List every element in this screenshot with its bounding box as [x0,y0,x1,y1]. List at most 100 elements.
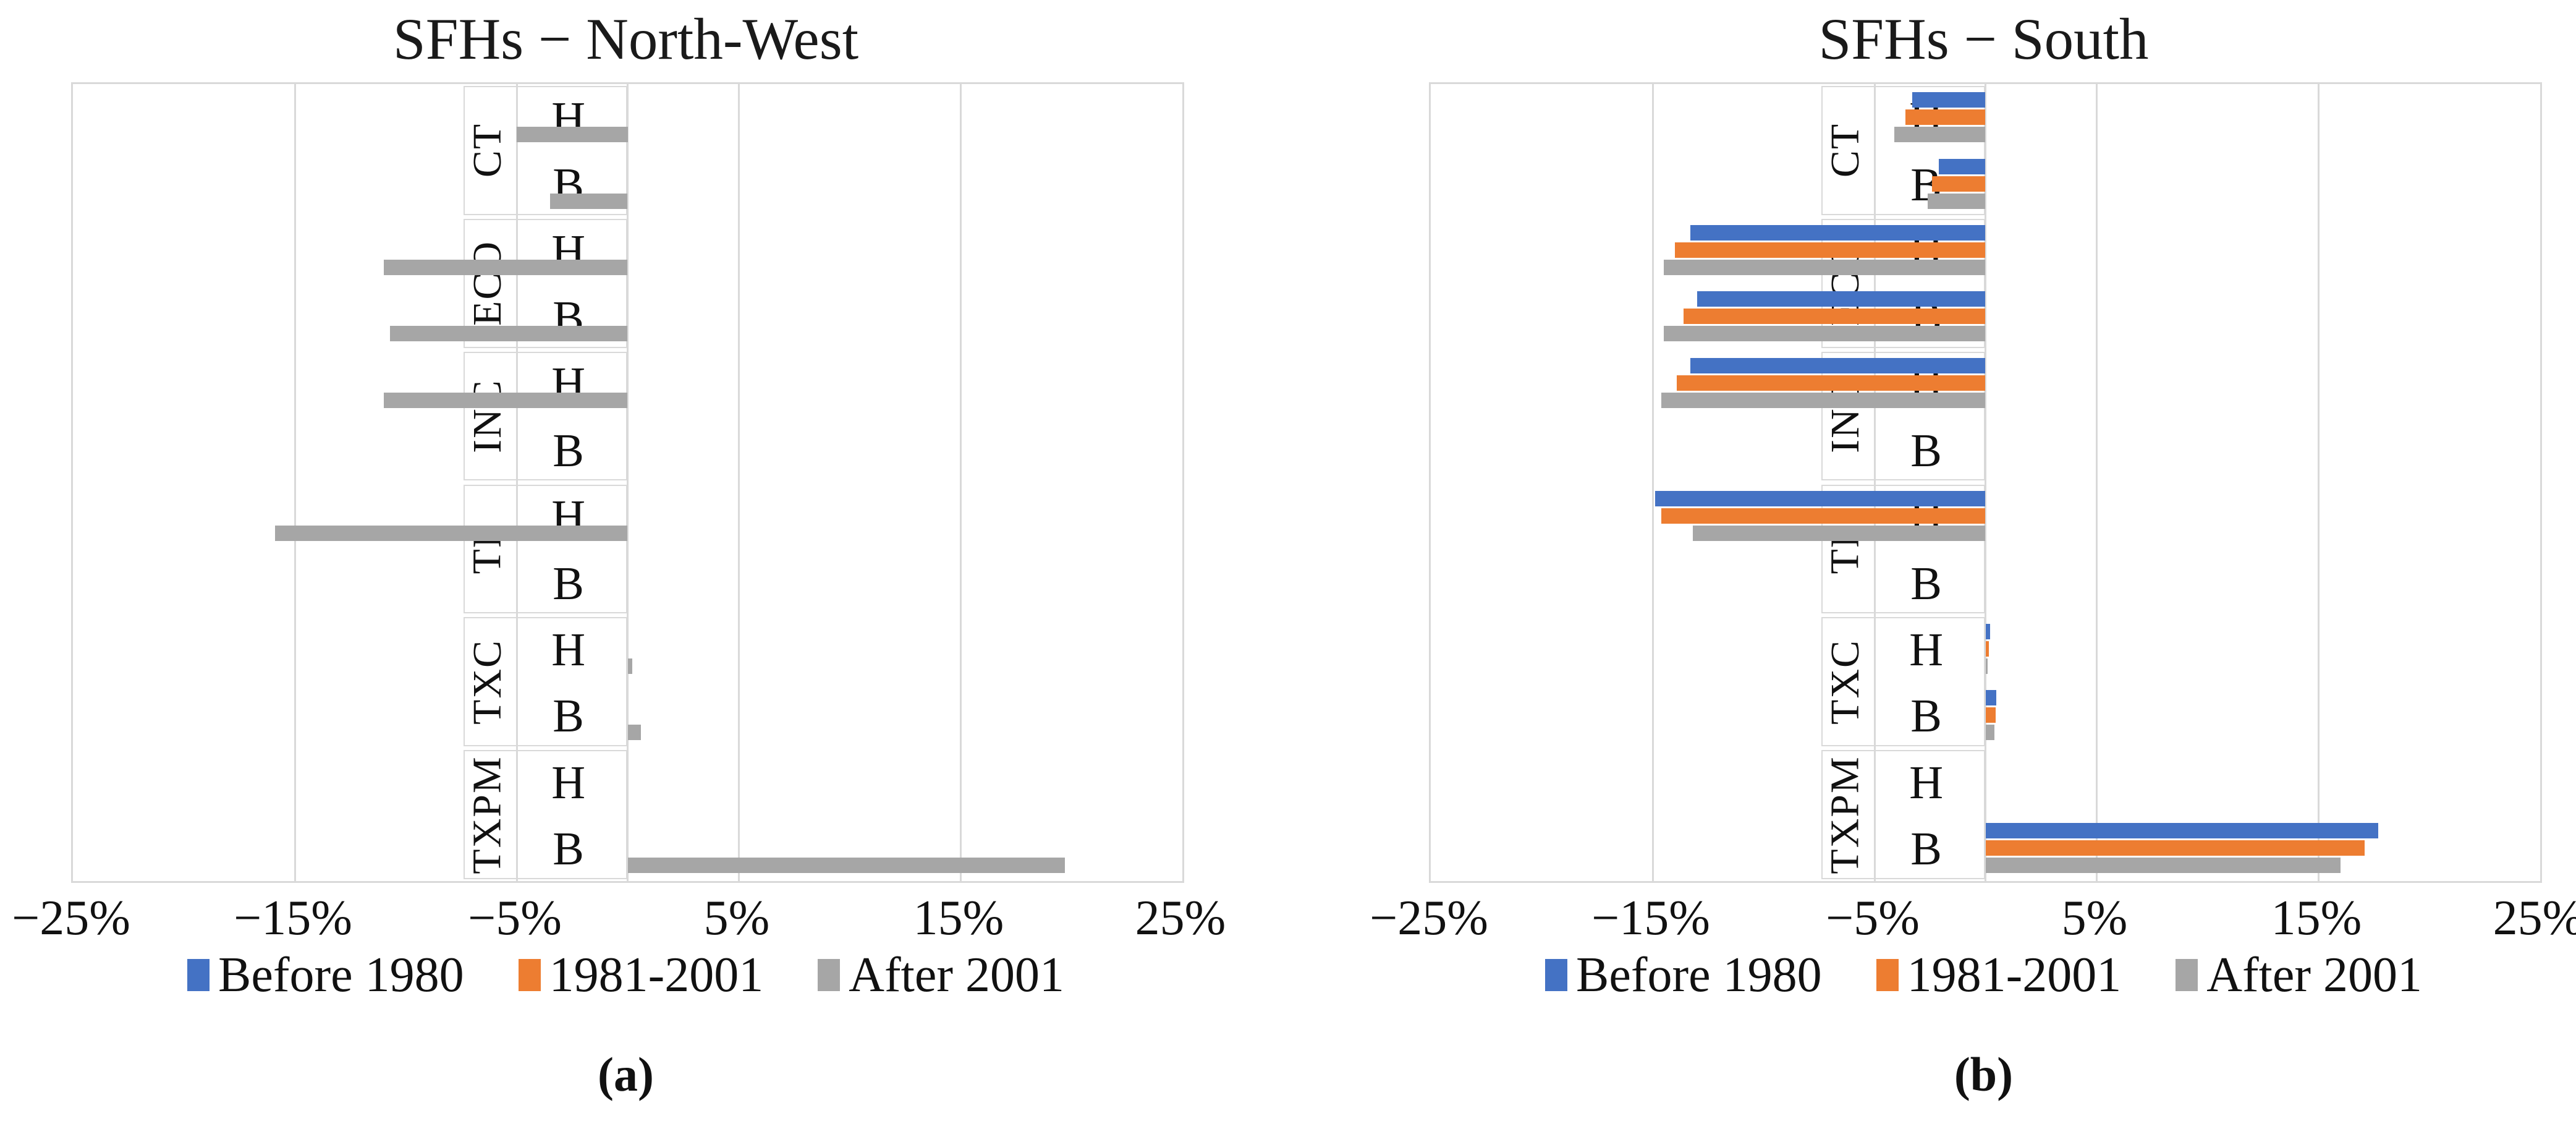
row-label-tf-b: B [553,557,584,610]
legend-swatch-icon [818,959,841,991]
category-label-ct: CT [464,123,510,178]
chart-title: SFHs − South [1818,6,2149,72]
x-tick-label: −15% [1591,891,1710,945]
bar-after-2001-eco-b [390,326,628,342]
bar-1981-2001-eco-h [1674,242,1986,258]
x-axis-tick-labels: −25% −15% −5% 5% 15% 25% [12,889,1226,948]
legend-swatch-icon [1544,959,1567,991]
legend-label: Before 1980 [218,948,464,1002]
gridline [1651,84,1654,881]
chart-sfh-south: SFHs − South CTHBECOHBINCHBTFHBTXCHBTXPM… [1288,0,2576,1129]
category-label-txpm: TXPM [464,755,510,874]
gridline [1873,84,1876,881]
row-label-tf-b: B [1910,557,1942,610]
legend: Before 1980 1981-2001 After 2001 [71,947,1180,1003]
legend: Before 1980 1981-2001 After 2001 [1429,947,2538,1003]
bar-after-2001-inc-h [383,392,628,408]
bar-after-2001-txpm-b [627,857,1065,873]
category-box-txc: TXC H B [463,617,628,747]
legend-label: Before 1980 [1575,948,1822,1002]
category-label-tf: TF [464,524,510,574]
bar-1981-2001-txpm-b [1985,840,2365,856]
bar-1981-2001-eco-b [1684,309,1986,325]
bar-before-1980-inc-h [1690,357,1986,373]
legend-item-before-1980: Before 1980 [1544,947,1822,1003]
bar-after-2001-eco-h [383,260,628,276]
bar-after-2001-inc-h [1661,392,1986,408]
gridline [515,84,518,881]
x-tick-label: 15% [913,891,1004,945]
gridline [737,84,740,881]
bar-after-2001-txpm-b [1985,857,2341,873]
subfigure-caption: (b) [1954,1047,2014,1101]
legend-label: 1981-2001 [1907,948,2122,1002]
x-tick-label: −25% [1370,891,1488,945]
legend-item-1981-2001: 1981-2001 [518,947,764,1003]
bar-1981-2001-txc-b [1985,707,1996,723]
x-tick-label: −25% [12,891,130,945]
bar-before-1980-eco-b [1697,291,1986,307]
legend-swatch-icon [518,959,541,991]
bar-after-2001-txc-b [627,724,642,740]
category-label-txc: TXC [464,639,510,725]
legend-item-after-2001: After 2001 [818,947,1064,1003]
bar-after-2001-ct-b [549,193,628,209]
bar-1981-2001-tf-h [1661,508,1986,524]
legend-item-after-2001: After 2001 [2176,947,2422,1003]
bar-after-2001-txc-b [1985,724,1994,740]
bar-before-1980-ct-b [1939,158,1986,174]
legend-label: 1981-2001 [549,948,764,1002]
x-tick-label: 5% [2061,891,2128,945]
legend-swatch-icon [187,959,210,991]
x-axis-tick-labels: −25% −15% −5% 5% 15% 25% [1370,889,2576,948]
bar-after-2001-eco-h [1663,260,1986,276]
row-label-inc-b: B [1910,424,1942,477]
bar-after-2001-txc-h [627,658,632,674]
bar-before-1980-tf-h [1654,490,1986,506]
bar-after-2001-txc-h [1985,658,1988,674]
bar-before-1980-ct-h [1912,92,1986,108]
subfigure-caption: (a) [598,1047,654,1101]
legend-item-1981-2001: 1981-2001 [1876,947,2122,1003]
row-label-txpm-h: H [551,756,586,809]
bar-1981-2001-inc-h [1677,375,1986,391]
bar-after-2001-eco-b [1663,326,1986,342]
legend-label: After 2001 [2206,948,2423,1002]
row-label-txc-h: H [551,624,586,676]
category-axis-line [1985,84,1986,881]
row-label-txpm-h: H [1909,756,1944,809]
category-label-txpm: TXPM [1822,755,1868,874]
bar-after-2001-ct-h [517,127,628,143]
gridline [2317,84,2320,881]
bar-after-2001-tf-h [274,525,628,541]
row-label-txc-h: H [1909,624,1944,676]
legend-swatch-icon [1876,959,1899,991]
x-tick-label: 5% [703,891,770,945]
bar-1981-2001-ct-b [1932,176,1986,192]
category-box-txpm: TXPM H B [463,750,628,879]
x-tick-label: −5% [468,891,562,945]
row-label-inc-b: B [553,424,584,477]
category-box-txc: TXC H B [1821,617,1986,747]
bar-1981-2001-ct-h [1905,109,1986,126]
chart-title: SFHs − North-West [392,6,859,72]
bar-after-2001-ct-h [1894,127,1986,143]
gridline [294,84,296,881]
category-box-txpm: TXPM H B [1821,750,1986,879]
bar-before-1980-txpm-b [1985,822,2378,838]
row-label-txc-b: B [553,690,584,743]
legend-item-before-1980: Before 1980 [187,947,464,1003]
gridline [959,84,962,881]
category-label-ct: CT [1822,123,1868,178]
bar-before-1980-txc-b [1985,689,1997,705]
bar-before-1980-eco-h [1690,225,1986,241]
bar-after-2001-tf-h [1692,525,1986,541]
bar-before-1980-txc-h [1985,623,1990,639]
x-tick-label: 25% [1135,891,1226,945]
legend-swatch-icon [2176,959,2198,991]
category-label-inc: INC [464,379,510,453]
